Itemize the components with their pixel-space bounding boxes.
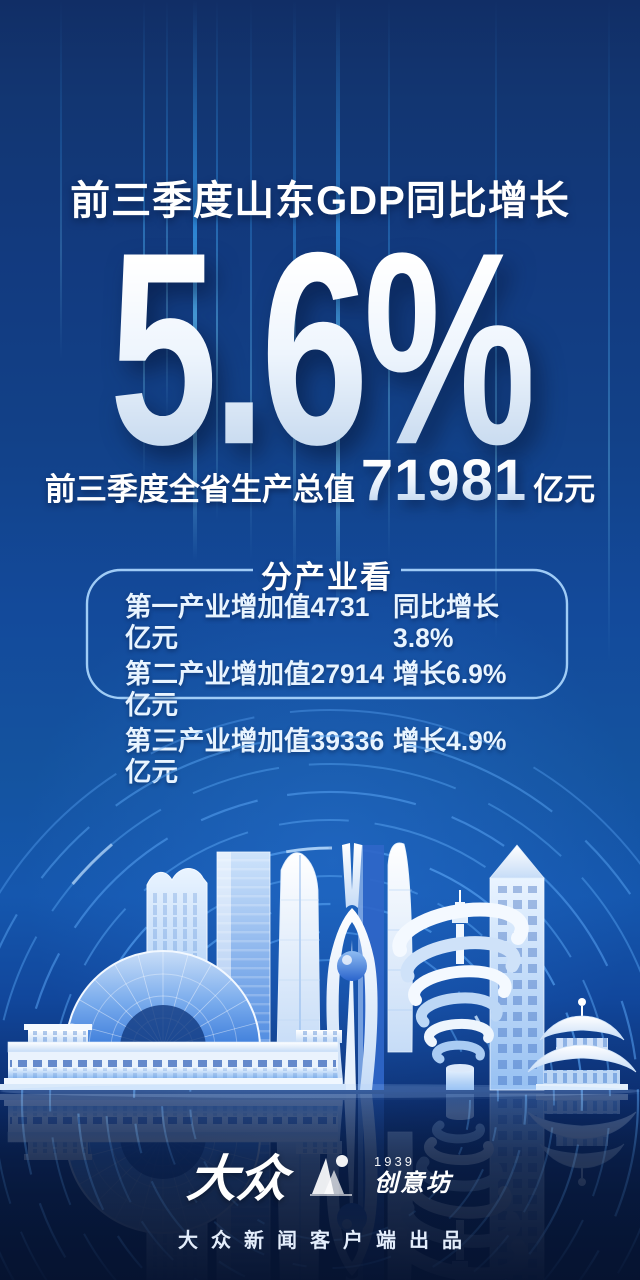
light-beam: [608, 0, 610, 660]
industry-row-growth: 增长6.9%: [393, 659, 507, 689]
gdp-line-unit: 亿元: [533, 472, 596, 507]
gdp-total-line: 前三季度全省生产总值 71981 亿元: [0, 452, 640, 516]
brand-logo: 大众 1939 创意坊: [0, 1140, 640, 1210]
industry-row-label: 第二产业增加值27914亿元: [125, 659, 385, 720]
industry-row-label: 第一产业增加值4731亿元: [125, 592, 370, 653]
poster-title: 前三季度山东GDP同比增长: [70, 179, 570, 223]
light-beam: [250, 0, 252, 560]
industry-rows: 第一产业增加值4731亿元 同比增长3.8% 第二产业增加值27914亿元 增长…: [125, 592, 557, 788]
credit-line: 大众新闻客户端出品: [178, 1230, 475, 1252]
industry-row-growth: 增长4.9%: [393, 726, 507, 756]
light-beam: [166, 0, 168, 420]
light-beam: [60, 0, 62, 360]
industry-panel: 分产业看 第一产业增加值4731亿元 同比增长3.8% 第二产业增加值27914…: [83, 540, 571, 787]
industry-panel-border: [85, 568, 569, 700]
brand-studio: 创意坊: [374, 1168, 452, 1197]
gdp-line-value: 71981: [360, 448, 528, 513]
light-beam: [193, 0, 197, 560]
headline-growth-value: 5.6%: [109, 194, 536, 502]
light-beam: [388, 0, 390, 560]
gdp-line-prefix: 前三季度全省生产总值: [44, 472, 355, 507]
city-skyline-illustration: [0, 709, 640, 1280]
brand-mark-icon: [310, 1155, 352, 1196]
industry-panel-title: 分产业看: [261, 560, 393, 595]
brand-year: 1939: [374, 1154, 415, 1169]
footer: 大众 1939 创意坊 大众新闻客户端出品: [0, 1140, 640, 1253]
light-beam: [336, 0, 340, 620]
brand-name: 大众: [184, 1149, 291, 1208]
light-beam: [495, 0, 497, 640]
light-beam: [143, 0, 145, 480]
light-beam: [216, 0, 218, 520]
light-beam: [293, 0, 296, 580]
brand-studio-block: 1939 创意坊: [374, 1155, 452, 1195]
industry-row-growth: 同比增长3.8%: [393, 592, 499, 653]
